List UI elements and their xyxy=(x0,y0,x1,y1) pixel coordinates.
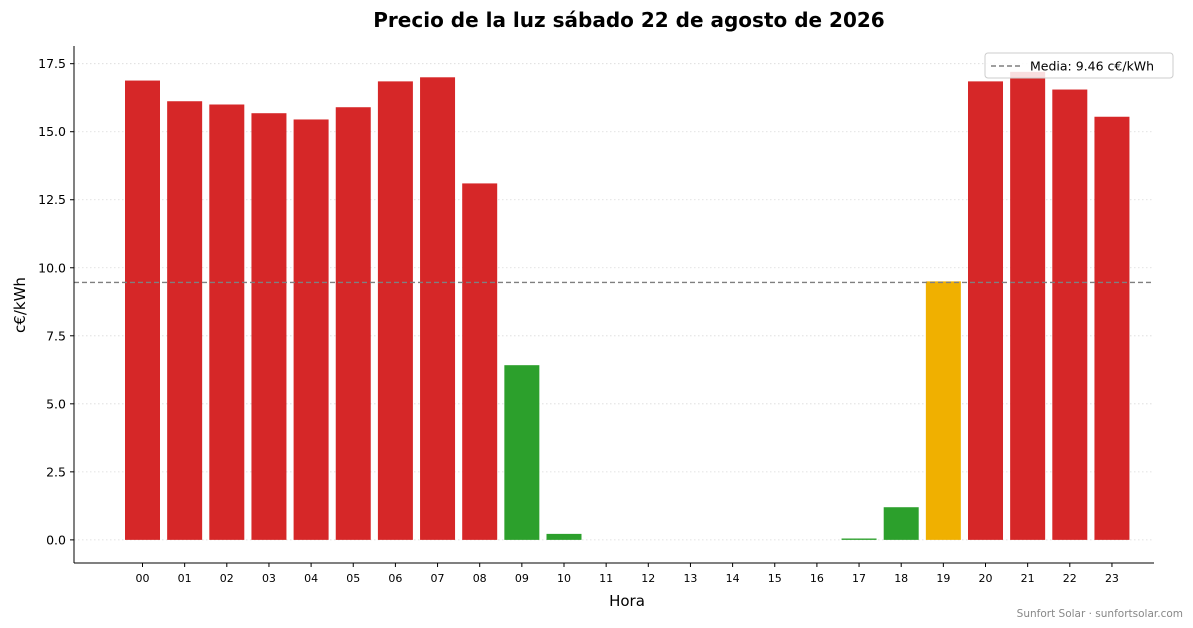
bar-hour-20 xyxy=(968,81,1003,540)
x-tick-label: 04 xyxy=(304,572,318,585)
x-tick-label: 13 xyxy=(683,572,697,585)
x-tick-label: 19 xyxy=(936,572,950,585)
y-tick-label: 5.0 xyxy=(46,396,66,411)
bar-hour-01 xyxy=(167,101,203,540)
x-tick-label: 23 xyxy=(1105,572,1119,585)
legend-box xyxy=(984,52,1174,79)
chart-title: Precio de la luz sábado 22 de agosto de … xyxy=(373,8,884,32)
x-tick-label: 22 xyxy=(1063,572,1077,585)
x-tick-label: 02 xyxy=(220,572,234,585)
bar-hour-18 xyxy=(883,507,919,540)
y-tick-label: 0.0 xyxy=(46,532,66,547)
x-axis-label: Hora xyxy=(609,592,645,610)
bar-hour-03 xyxy=(251,113,287,540)
x-tick-label: 01 xyxy=(178,572,192,585)
y-tick-label: 12.5 xyxy=(38,192,66,207)
bar-hour-10 xyxy=(546,533,582,540)
y-axis-label: c€/kWh xyxy=(11,277,29,333)
bar-hour-06 xyxy=(377,81,413,540)
bar-hour-17 xyxy=(841,538,877,540)
bar-hour-21 xyxy=(1010,71,1046,540)
bars xyxy=(125,71,1130,540)
x-tick-label: 00 xyxy=(136,572,150,585)
bar-hour-19 xyxy=(925,281,961,540)
x-tick-label: 06 xyxy=(388,572,402,585)
legend-mean-label: Media: 9.46 c€/kWh xyxy=(1030,59,1154,74)
bar-hour-08 xyxy=(462,183,498,540)
x-tick-label: 20 xyxy=(979,572,993,585)
bar-hour-00 xyxy=(125,80,160,540)
x-tick-label: 05 xyxy=(346,572,360,585)
y-tick-label: 17.5 xyxy=(38,56,66,71)
bar-hour-05 xyxy=(335,107,371,540)
x-ticks: 00 01 02 03 04 05 06 07 08 09 10 11 12 13 14 15 16 17 18 19… xyxy=(136,563,1119,585)
bar-hour-09 xyxy=(504,365,540,540)
x-tick-label: 16 xyxy=(810,572,824,585)
x-tick-label: 07 xyxy=(431,572,445,585)
x-tick-label: 09 xyxy=(515,572,529,585)
y-tick-label: 10.0 xyxy=(38,260,66,275)
bar-hour-04 xyxy=(293,119,329,540)
x-tick-label: 12 xyxy=(641,572,655,585)
bar-hour-02 xyxy=(209,104,245,540)
x-tick-label: 03 xyxy=(262,572,276,585)
x-tick-label: 10 xyxy=(557,572,571,585)
legend: Media: 9.46 c€/kWh xyxy=(984,52,1174,79)
y-tick-label: 7.5 xyxy=(46,328,66,343)
x-tick-label: 15 xyxy=(768,572,782,585)
x-tick-label: 11 xyxy=(599,572,613,585)
bar-hour-22 xyxy=(1052,89,1088,540)
x-tick-label: 14 xyxy=(726,572,740,585)
x-tick-label: 08 xyxy=(473,572,487,585)
y-ticks: 0.0 2.5 5.0 7.5 10.0 12.5 15.0 17.5 xyxy=(38,56,74,547)
footer-credit: Sunfort Solar · sunfortsolar.com xyxy=(1017,608,1183,620)
bar-hour-23 xyxy=(1094,116,1130,540)
bar-hour-07 xyxy=(420,77,456,540)
x-tick-label: 17 xyxy=(852,572,866,585)
y-tick-label: 15.0 xyxy=(38,124,66,139)
x-tick-label: 18 xyxy=(894,572,908,585)
x-tick-label: 21 xyxy=(1021,572,1035,585)
y-tick-label: 2.5 xyxy=(46,464,66,479)
